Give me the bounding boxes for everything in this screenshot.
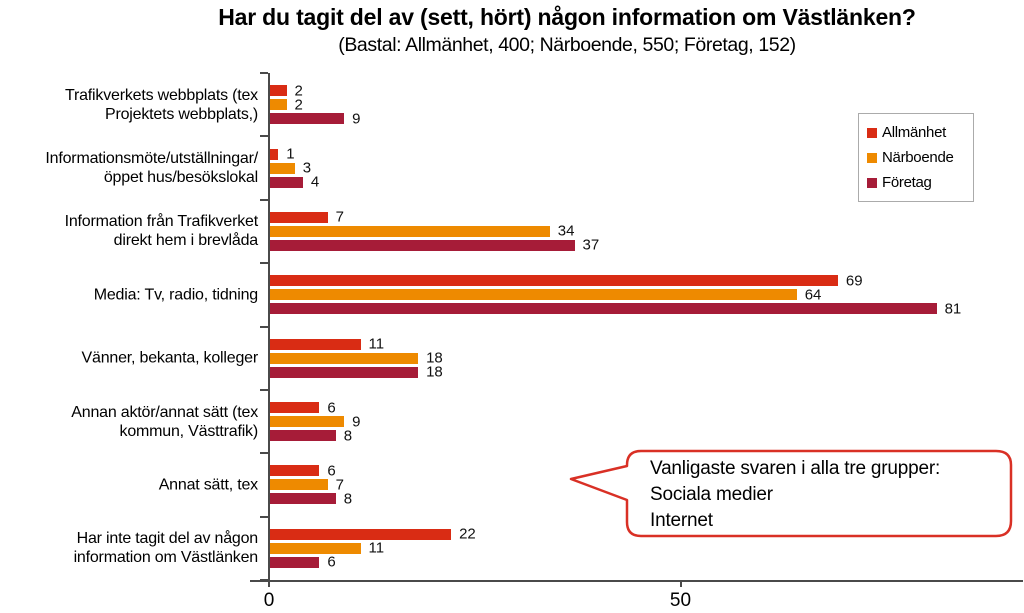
category-label: Har inte tagit del av någon information o…: [73, 530, 259, 567]
bar-företag-6: [270, 493, 336, 505]
legend-swatch-icon: [867, 152, 877, 163]
category-axis-labels: Trafikverkets webbplats (tex Projektets w…: [0, 73, 258, 580]
y-axis-tick: [260, 198, 268, 201]
legend-label: Allmänhet: [882, 124, 947, 141]
legend-swatch-icon: [867, 177, 877, 188]
bar-närboende-3: [270, 289, 797, 301]
category-label: Informationsmöte/utställningar/öppet hus…: [45, 150, 258, 187]
bar-allmänhet-7: [270, 528, 452, 540]
legend-item-företag: Företag: [867, 170, 971, 195]
x-axis-line: [250, 580, 1023, 582]
y-axis-tick: [260, 388, 268, 391]
category-label: Vänner, bekanta, kolleger: [81, 349, 259, 367]
value-label: 37: [582, 236, 600, 254]
legend-label: Företag: [882, 174, 932, 191]
bar-närboende-4: [270, 352, 419, 364]
bar-företag-4: [270, 366, 419, 378]
bar-närboende-2: [270, 225, 550, 237]
bar-närboende-5: [270, 416, 345, 428]
chart-title: Har du tagit del av (sett, hört) någon i…: [218, 4, 916, 30]
value-label: 18: [426, 363, 443, 381]
bar-allmänhet-0: [270, 85, 287, 97]
value-label: 6: [327, 399, 336, 417]
category-label: Media: Tv, radio, tidning: [93, 286, 258, 304]
x-axis-tick: [679, 580, 682, 587]
value-label: 6: [327, 462, 336, 480]
bar-närboende-6: [270, 479, 328, 491]
bar-allmänhet-2: [270, 211, 328, 223]
bar-allmänhet-1: [270, 148, 279, 160]
value-label: 4: [310, 173, 320, 191]
plot-area: 2 2 9 1 3 4 7 34 37 69 64 81 11 18 18 6 9 8 6 7 8 22 11 6 0 50: [250, 72, 1023, 611]
y-axis-tick: [260, 135, 268, 138]
bar-företag-7: [270, 556, 320, 568]
callout-text: Vanligaste svaren i alla tre grupper: Soc…: [650, 458, 941, 531]
bar-närboende-1: [270, 162, 295, 174]
value-label: 69: [845, 272, 863, 290]
y-axis-tick: [260, 579, 268, 581]
value-label: 22: [459, 525, 476, 543]
bar-närboende-0: [270, 99, 287, 111]
value-label: 2: [294, 96, 303, 114]
chart-subtitle: (Bastal: Allmänhet, 400; Närboende, 550;…: [338, 34, 796, 56]
value-label: 6: [327, 553, 336, 571]
legend: Allmänhet Närboende Företag: [858, 113, 974, 202]
legend-item-närboende: Närboende: [867, 145, 971, 170]
value-label: 3: [302, 159, 312, 177]
value-label: 2: [294, 82, 303, 100]
legend-label: Närboende: [882, 149, 954, 166]
bar-företag-5: [270, 430, 336, 442]
callout-bubble-shape: [569, 449, 1013, 538]
bar-allmänhet-5: [270, 402, 320, 414]
category-label: Annat sätt, tex: [158, 476, 258, 494]
value-label: 11: [368, 539, 385, 557]
header: Har du tagit del av (sett, hört) någon i…: [118, 4, 1016, 57]
value-label: 9: [352, 413, 361, 431]
x-axis-tick-label: 50: [669, 590, 692, 611]
bar-allmänhet-6: [270, 465, 320, 477]
value-label: 7: [335, 476, 344, 494]
value-label: 64: [804, 286, 822, 304]
value-label: 9: [352, 110, 361, 128]
bar-närboende-7: [270, 542, 361, 554]
value-label: 11: [368, 335, 385, 353]
x-axis-tick-label: 0: [263, 590, 275, 611]
value-label: 81: [944, 300, 962, 318]
category-label: Trafikverkets webbplats (tex Projektets w…: [65, 86, 258, 123]
bar-företag-1: [270, 176, 303, 188]
value-label: 1: [286, 145, 295, 163]
bar-företag-3: [270, 303, 937, 315]
y-axis-line: [268, 73, 270, 580]
legend-swatch-icon: [867, 127, 877, 138]
y-axis-tick: [260, 262, 268, 265]
value-label: 8: [343, 490, 353, 508]
y-axis-tick: [260, 72, 268, 74]
x-axis-tick: [268, 580, 270, 587]
category-label: Annan aktör/annat sätt (tex kommun, Västt…: [71, 403, 258, 440]
value-label: 34: [557, 222, 575, 240]
value-label: 8: [343, 427, 353, 445]
y-axis-tick: [260, 452, 268, 455]
legend-item-allmänhet: Allmänhet: [867, 120, 971, 145]
y-axis-tick: [260, 515, 268, 518]
category-label: Information från Trafikverket direkt hem …: [64, 213, 259, 250]
bar-företag-0: [270, 113, 345, 125]
bar-företag-2: [270, 239, 575, 251]
value-label: 7: [335, 208, 344, 226]
bar-allmänhet-4: [270, 338, 361, 350]
value-label: 18: [426, 349, 443, 367]
y-axis-tick: [260, 325, 268, 328]
bar-allmänhet-3: [270, 275, 838, 287]
